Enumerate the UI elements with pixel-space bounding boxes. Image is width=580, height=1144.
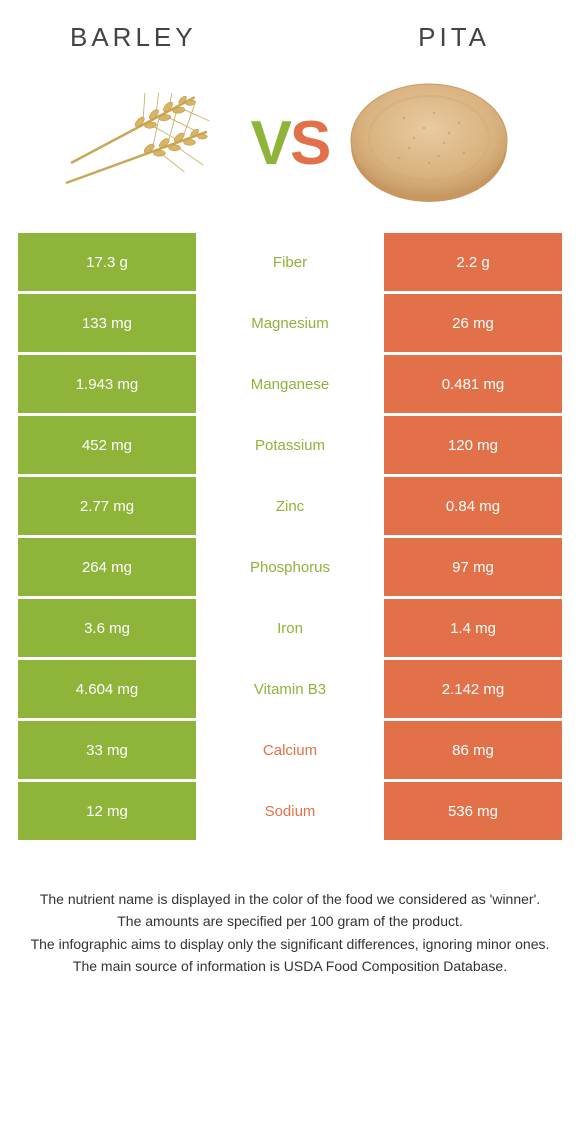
nutrient-row: 264 mgPhosphorus97 mg — [18, 538, 562, 596]
nutrient-row: 4.604 mgVitamin B32.142 mg — [18, 660, 562, 718]
vs-label: VS — [251, 108, 330, 179]
nutrient-right-value: 536 mg — [384, 782, 562, 840]
nutrient-label: Calcium — [196, 721, 384, 779]
nutrient-right-value: 120 mg — [384, 416, 562, 474]
footnote-line: The main source of information is USDA F… — [28, 956, 552, 976]
nutrient-label: Zinc — [196, 477, 384, 535]
nutrient-row: 2.77 mgZinc0.84 mg — [18, 477, 562, 535]
nutrient-row: 133 mgMagnesium26 mg — [18, 294, 562, 352]
nutrient-left-value: 17.3 g — [18, 233, 196, 291]
vs-row: VS — [0, 63, 580, 233]
footnote-line: The nutrient name is displayed in the co… — [28, 889, 552, 909]
nutrient-left-value: 1.943 mg — [18, 355, 196, 413]
nutrient-left-value: 4.604 mg — [18, 660, 196, 718]
nutrient-right-value: 2.142 mg — [384, 660, 562, 718]
nutrient-row: 17.3 gFiber2.2 g — [18, 233, 562, 291]
nutrient-label: Potassium — [196, 416, 384, 474]
nutrient-right-value: 97 mg — [384, 538, 562, 596]
pita-icon — [344, 78, 514, 208]
header-titles: BARLEY PITA — [0, 0, 580, 63]
nutrient-left-value: 264 mg — [18, 538, 196, 596]
nutrient-label: Vitamin B3 — [196, 660, 384, 718]
vs-s: S — [290, 108, 329, 179]
footnote-line: The infographic aims to display only the… — [28, 934, 552, 954]
nutrient-left-value: 2.77 mg — [18, 477, 196, 535]
nutrient-right-value: 2.2 g — [384, 233, 562, 291]
nutrient-label: Manganese — [196, 355, 384, 413]
nutrient-left-value: 12 mg — [18, 782, 196, 840]
nutrient-left-value: 452 mg — [18, 416, 196, 474]
nutrient-right-value: 26 mg — [384, 294, 562, 352]
nutrient-label: Iron — [196, 599, 384, 657]
nutrient-row: 1.943 mgManganese0.481 mg — [18, 355, 562, 413]
nutrient-row: 12 mgSodium536 mg — [18, 782, 562, 840]
food-title-right: PITA — [280, 22, 520, 53]
barley-image — [61, 83, 241, 203]
nutrient-right-value: 0.84 mg — [384, 477, 562, 535]
nutrient-table: 17.3 gFiber2.2 g133 mgMagnesium26 mg1.94… — [0, 233, 580, 840]
nutrient-left-value: 33 mg — [18, 721, 196, 779]
nutrient-left-value: 133 mg — [18, 294, 196, 352]
footnote-line: The amounts are specified per 100 gram o… — [28, 911, 552, 931]
footnotes: The nutrient name is displayed in the co… — [0, 843, 580, 976]
pita-image — [339, 83, 519, 203]
barley-icon — [61, 93, 241, 193]
nutrient-label: Sodium — [196, 782, 384, 840]
nutrient-row: 3.6 mgIron1.4 mg — [18, 599, 562, 657]
nutrient-right-value: 0.481 mg — [384, 355, 562, 413]
nutrient-left-value: 3.6 mg — [18, 599, 196, 657]
food-title-left: BARLEY — [60, 22, 280, 53]
nutrient-label: Fiber — [196, 233, 384, 291]
nutrient-row: 452 mgPotassium120 mg — [18, 416, 562, 474]
nutrient-right-value: 86 mg — [384, 721, 562, 779]
nutrient-label: Phosphorus — [196, 538, 384, 596]
nutrient-right-value: 1.4 mg — [384, 599, 562, 657]
vs-v: V — [251, 108, 290, 179]
nutrient-row: 33 mgCalcium86 mg — [18, 721, 562, 779]
nutrient-label: Magnesium — [196, 294, 384, 352]
